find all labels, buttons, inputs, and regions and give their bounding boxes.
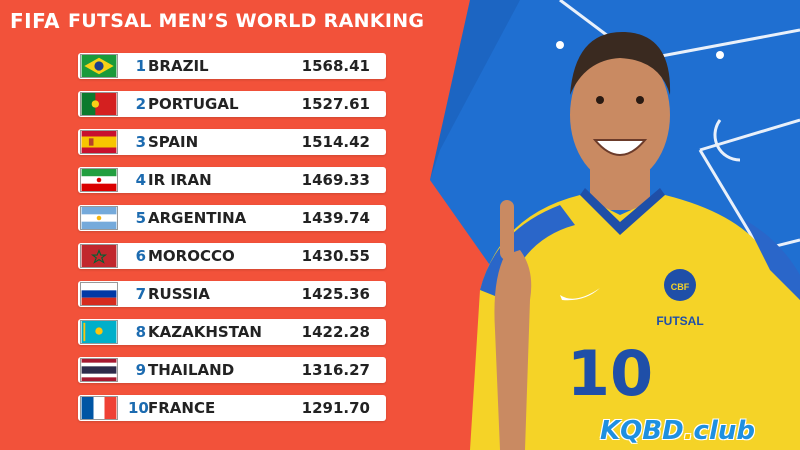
- kazakhstan-flag: [80, 320, 118, 344]
- watermark-logo: KQBD.club: [600, 416, 755, 446]
- ranking-points: 1425.36: [301, 285, 370, 303]
- iran-flag: [80, 168, 118, 192]
- watermark-suffix: club: [693, 416, 755, 446]
- ranking-row: 1 BRAZIL 1568.41: [78, 53, 386, 79]
- portugal-flag: [80, 92, 118, 116]
- rank-number: 3: [135, 133, 146, 151]
- spain-flag: [80, 130, 118, 154]
- crest-text: CBF: [671, 282, 690, 292]
- ranking-row: 3 SPAIN 1514.42: [78, 129, 386, 155]
- ranking-row: 5 ARGENTINA 1439.74: [78, 205, 386, 231]
- ranking-row: 6 MOROCCO 1430.55: [78, 243, 386, 269]
- ranking-points: 1469.33: [301, 171, 370, 189]
- ranking-points: 1430.55: [301, 247, 370, 265]
- country-name: IR IRAN: [148, 171, 212, 189]
- watermark-dot: .: [683, 416, 694, 446]
- country-name: BRAZIL: [148, 57, 209, 75]
- country-name: KAZAKHSTAN: [148, 323, 262, 341]
- rank-number: 5: [135, 209, 146, 227]
- rank-number: 7: [135, 285, 146, 303]
- ranking-row: 7 RUSSIA 1425.36: [78, 281, 386, 307]
- player-photo: CBF FUTSAL 10: [470, 31, 800, 450]
- rank-number: 1: [135, 57, 146, 75]
- ranking-points: 1316.27: [301, 361, 370, 379]
- page-title: FUTSAL MEN’S WORLD RANKING: [67, 10, 425, 32]
- shirt-number: 10: [567, 337, 653, 410]
- ranking-points: 1422.28: [301, 323, 370, 341]
- country-name: PORTUGAL: [148, 95, 239, 113]
- argentina-flag: [80, 206, 118, 230]
- morocco-flag: [80, 244, 118, 268]
- header: FIFA FUTSAL MEN’S WORLD RANKING: [10, 6, 424, 36]
- ranking-points: 1291.70: [301, 399, 370, 417]
- rank-number: 8: [135, 323, 146, 341]
- country-name: ARGENTINA: [148, 209, 247, 227]
- rank-number: 2: [135, 95, 146, 113]
- rank-number: 9: [135, 361, 146, 379]
- ranking-row: 10 FRANCE 1291.70: [78, 395, 386, 421]
- ranking-list: 1 BRAZIL 1568.41 2 PORTUGAL 1527.61 3 SP…: [78, 53, 386, 433]
- rank-number: 6: [135, 247, 146, 265]
- country-name: THAILAND: [148, 361, 235, 379]
- ranking-points: 1439.74: [301, 209, 370, 227]
- fifa-logo: FIFA: [10, 9, 60, 33]
- france-flag: [80, 396, 118, 420]
- watermark-main: KQBD: [600, 416, 684, 446]
- ranking-points: 1514.42: [301, 133, 370, 151]
- ranking-points: 1527.61: [301, 95, 370, 113]
- country-name: SPAIN: [148, 133, 199, 151]
- ranking-points: 1568.41: [301, 57, 370, 75]
- rank-number: 4: [135, 171, 146, 189]
- ranking-row: 2 PORTUGAL 1527.61: [78, 91, 386, 117]
- country-name: FRANCE: [148, 399, 216, 417]
- thailand-flag: [80, 358, 118, 382]
- ranking-row: 9 THAILAND 1316.27: [78, 357, 386, 383]
- brazil-flag: [80, 54, 118, 78]
- ranking-row: 8 KAZAKHSTAN 1422.28: [78, 319, 386, 345]
- russia-flag: [80, 282, 118, 306]
- rank-number: 10: [128, 399, 149, 417]
- ranking-row: 4 IR IRAN 1469.33: [78, 167, 386, 193]
- country-name: RUSSIA: [148, 285, 210, 303]
- country-name: MOROCCO: [148, 247, 235, 265]
- shirt-text: FUTSAL: [656, 314, 703, 328]
